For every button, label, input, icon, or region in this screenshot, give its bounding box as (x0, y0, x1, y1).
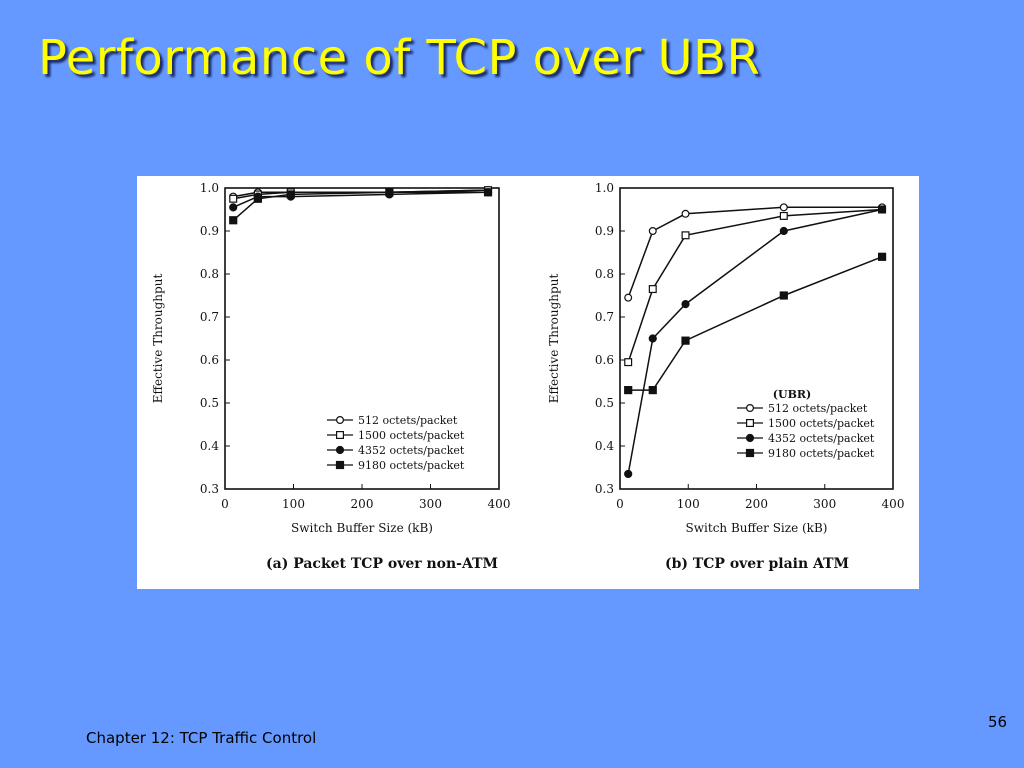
chart-b-xtick-label: 0 (616, 497, 624, 511)
chart-a-ytick-label: 1.0 (200, 181, 219, 195)
chart-b-legend-label: 9180 octets/packet (768, 447, 875, 460)
chart-a-data-point (253, 194, 262, 203)
chart-b-data-point (624, 293, 633, 302)
chart-b-data-point (648, 334, 657, 343)
chart-a-legend-label: 512 octets/packet (358, 414, 458, 427)
chart-b-data-point (681, 231, 690, 240)
chart-b-legend-label: 512 octets/packet (768, 402, 868, 415)
chart-a-x-axis-label: Switch Buffer Size (kB) (291, 521, 433, 535)
chart-b-data-point (681, 336, 690, 345)
chart-b: 0.3 0.4 0.5 0.6 0.7 0.8 0.9 1.0 0 100 200 300 400 Swi… (547, 181, 904, 572)
chart-b-data-point (624, 386, 633, 395)
chart-b-y-axis-label: Effective Throughput (547, 274, 561, 404)
chart-a-data-point (385, 188, 394, 197)
chart-a-ytick-label: 0.7 (200, 310, 219, 324)
chart-a-ytick-label: 0.8 (200, 267, 219, 281)
chart-b-series-4 (624, 252, 887, 395)
chart-a-series-line (232, 191, 488, 221)
chart-b-ytick-label: 0.5 (595, 396, 614, 410)
chart-b-data-point (877, 205, 887, 214)
chart-a-caption: (a) Packet TCP over non-ATM (266, 556, 498, 572)
chart-b-xtick-label: 400 (882, 497, 905, 511)
chart-a-legend-label: 4352 octets/packet (358, 444, 465, 457)
chart-b-data-point (624, 469, 633, 479)
chart-b-data-point (648, 226, 657, 235)
chart-a-xtick-label: 300 (419, 497, 442, 511)
chart-b-legend-marker (745, 448, 755, 458)
chart-b-legend-title: (UBR) (773, 388, 811, 401)
chart-a-data-point (229, 194, 238, 203)
chart-b-xtick-label: 100 (677, 497, 700, 511)
chart-b-data-point (779, 203, 788, 212)
chart-a: 0.3 0.4 0.5 0.6 0.7 0.8 0.9 1.0 0 100 200 300 400 Swi… (151, 181, 510, 572)
chart-a-series-line (232, 191, 489, 208)
chart-a-data-point (229, 203, 238, 212)
chart-b-ytick-label: 0.4 (595, 439, 614, 453)
chart-b-legend-label: 1500 octets/packet (768, 417, 875, 430)
chart-a-legend-marker (335, 445, 345, 455)
chart-b-data-point (648, 386, 657, 395)
chart-a-legend-marker (335, 460, 345, 470)
chart-b-series-2 (624, 205, 887, 367)
chart-a-ytick-label: 0.6 (200, 353, 219, 367)
chart-a-data-point (286, 190, 295, 199)
page-number: 56 (988, 713, 1008, 731)
footer-text: Chapter 12: TCP Traffic Control (86, 729, 317, 747)
chart-a-data-point (229, 216, 238, 225)
chart-a-legend-marker (336, 431, 345, 440)
chart-a-xtick-label: 0 (221, 497, 229, 511)
chart-a-legend-marker (336, 416, 345, 425)
chart-a-ytick-label: 0.5 (200, 396, 219, 410)
chart-a-ytick-label: 0.9 (200, 224, 219, 238)
chart-a-legend-label: 1500 octets/packet (358, 429, 465, 442)
chart-b-data-point (624, 358, 633, 367)
chart-b-xtick-label: 200 (745, 497, 768, 511)
chart-a-series-4 (229, 188, 493, 225)
chart-a-data-point (483, 188, 493, 197)
chart-b-data-point (779, 226, 788, 236)
chart-b-caption: (b) TCP over plain ATM (665, 556, 849, 572)
slide-title: Performance of TCP over UBR (38, 30, 761, 86)
chart-b-data-point (648, 285, 657, 294)
chart-b-legend-marker (745, 404, 754, 413)
chart-b-data-point (681, 209, 690, 218)
chart-b-data-point (681, 300, 690, 309)
chart-b-ytick-label: 0.3 (595, 482, 614, 496)
chart-b-data-point (877, 252, 887, 261)
chart-a-legend-label: 9180 octets/packet (358, 459, 465, 472)
chart-b-xtick-label: 300 (813, 497, 836, 511)
chart-a-ytick-label: 0.4 (200, 439, 219, 453)
chart-b-legend-marker (745, 419, 754, 428)
chart-b-ytick-label: 0.8 (595, 267, 614, 281)
figure-svg: 0.3 0.4 0.5 0.6 0.7 0.8 0.9 1.0 0 100 200 300 400 Swi… (151, 181, 904, 572)
chart-b-legend-marker (745, 433, 755, 443)
chart-b-ytick-label: 0.9 (595, 224, 614, 238)
chart-b-ytick-label: 1.0 (595, 181, 614, 195)
chart-b-ytick-label: 0.6 (595, 353, 614, 367)
chart-b-ytick-label: 0.7 (595, 310, 614, 324)
chart-b-series-3 (624, 205, 887, 479)
chart-a-xtick-label: 400 (488, 497, 511, 511)
chart-a-xtick-label: 100 (282, 497, 305, 511)
chart-b-legend: (UBR)512 octets/packet 1500 octets/packet… (737, 388, 875, 460)
chart-a-xtick-label: 200 (351, 497, 374, 511)
chart-b-data-point (779, 291, 788, 300)
chart-a-legend: 512 octets/packet 1500 octets/packet 4352 … (327, 414, 465, 472)
chart-a-ytick-label: 0.3 (200, 482, 219, 496)
chart-b-series-line (627, 208, 883, 363)
figure-panel: 0.3 0.4 0.5 0.6 0.7 0.8 0.9 1.0 0 100 200 300 400 Swi… (137, 176, 919, 589)
chart-b-legend-label: 4352 octets/packet (768, 432, 875, 445)
chart-a-y-axis-label: Effective Throughput (151, 274, 165, 404)
chart-b-data-point (779, 211, 788, 220)
chart-b-x-axis-label: Switch Buffer Size (kB) (686, 521, 828, 535)
